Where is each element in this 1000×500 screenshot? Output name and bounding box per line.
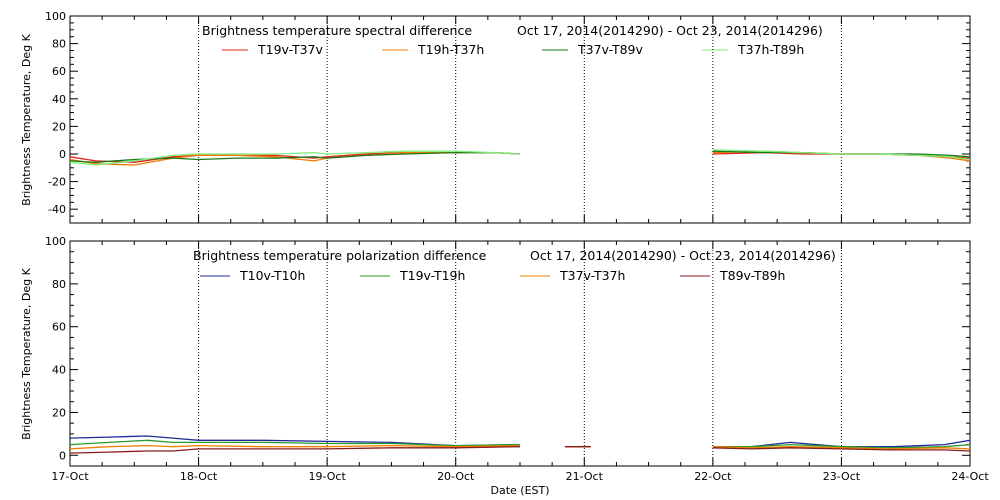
spectral-date-range: Oct 17, 2014(2014290) - Oct 23, 2014(201… xyxy=(517,23,823,38)
polarization-legend: T10v-T10h T19v-T19h T37v-T37h T89v-T89h xyxy=(200,268,785,283)
y-tick-label: 40 xyxy=(52,364,66,377)
legend-label-t37h-t89h: T37h-T89h xyxy=(737,42,804,57)
series-line-t37v-t37h xyxy=(712,446,971,450)
y-tick-label: 60 xyxy=(52,65,66,78)
legend-label-t19v-t37v: T19v-T37v xyxy=(257,42,324,57)
legend-label-t19h-t37h: T19h-T37h xyxy=(417,42,484,57)
series-line-t37v-t89v xyxy=(69,151,521,163)
spectral-difference-panel: Brightness temperature spectral differen… xyxy=(20,10,971,224)
y-tick-label: 0 xyxy=(59,449,66,462)
polarization-title: Brightness temperature polarization diff… xyxy=(193,248,487,263)
series-line-t19v-t19h xyxy=(69,439,521,447)
y-tick-label: 20 xyxy=(52,406,66,419)
legend-label-t10v-t10h: T10v-T10h xyxy=(239,268,305,283)
polarization-plot-frame xyxy=(69,240,971,467)
legend-label-t19v-t19h: T19v-T19h xyxy=(399,268,465,283)
x-tick-label: 19-Oct xyxy=(308,470,346,483)
series-line-t89v-t89h xyxy=(712,447,971,452)
spectral-legend: T19v-T37v T19h-T37h T37v-T89v T37h-T89h xyxy=(222,42,804,57)
x-tick-label: 17-Oct xyxy=(51,470,89,483)
x-tick-label: 21-Oct xyxy=(566,470,604,483)
series-line-t37h-t89h xyxy=(712,149,971,161)
polarization-y-label: Brightness Temperature, Deg K xyxy=(20,267,33,439)
y-tick-label: 0 xyxy=(59,148,66,161)
x-tick-label: 24-Oct xyxy=(951,470,989,483)
legend-label-t37v-t89v: T37v-T89v xyxy=(577,42,644,57)
x-tick-label: 20-Oct xyxy=(437,470,475,483)
y-tick-label: 80 xyxy=(52,278,66,291)
y-tick-label: 100 xyxy=(45,10,66,23)
y-tick-label: 60 xyxy=(52,321,66,334)
spectral-title: Brightness temperature spectral differen… xyxy=(202,23,472,38)
y-tick-label: -40 xyxy=(48,203,66,216)
x-tick-label: 22-Oct xyxy=(694,470,732,483)
spectral-plot-frame xyxy=(69,15,971,224)
legend-label-t89v-t89h: T89v-T89h xyxy=(719,268,785,283)
y-tick-label: 80 xyxy=(52,38,66,51)
y-tick-label: 40 xyxy=(52,93,66,106)
series-line-t37v-t37h xyxy=(69,444,521,450)
spectral-y-label: Brightness Temperature, Deg K xyxy=(20,33,33,205)
y-tick-label: 20 xyxy=(52,120,66,133)
x-axis-label: Date (EST) xyxy=(490,484,549,497)
series-line-t37h-t89h xyxy=(69,150,521,166)
polarization-difference-panel: Brightness temperature polarization diff… xyxy=(20,235,989,483)
y-tick-label: -20 xyxy=(48,176,66,189)
polarization-date-range: Oct 17, 2014(2014290) - Oct 23, 2014(201… xyxy=(530,248,836,263)
x-tick-label: 23-Oct xyxy=(823,470,861,483)
y-tick-label: 100 xyxy=(45,235,66,248)
legend-label-t37v-t37h: T37v-T37h xyxy=(559,268,625,283)
x-tick-label: 18-Oct xyxy=(180,470,218,483)
series-line-t89v-t89h xyxy=(69,446,521,454)
series-line-t19v-t19h xyxy=(712,443,971,449)
